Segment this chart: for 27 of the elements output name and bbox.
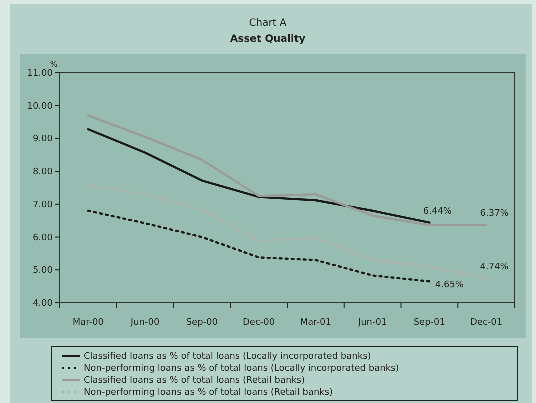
data-label: 6.44% [423, 206, 452, 217]
chart-title: Chart A [249, 18, 287, 29]
y-tick-label: 9.00 [32, 134, 54, 145]
legend-label: Non-performing loans as % of total loans (Locally incorporated banks) [84, 364, 400, 374]
x-tick-label: Dec-01 [470, 318, 503, 328]
x-tick-label: Jun-01 [357, 318, 388, 328]
y-tick-label: 8.00 [32, 168, 54, 178]
legend-label: Classified loans as % of total loans (Retail banks) [84, 376, 306, 386]
legend-label: Non-performing loans as % of total loans (Retail banks) [84, 388, 334, 398]
y-tick-label: 6.00 [32, 233, 54, 244]
y-tick-label: 5.00 [32, 266, 54, 276]
y-tick-label: 11.00 [27, 69, 54, 79]
x-tick-label: Sep-00 [186, 318, 218, 328]
x-tick-label: Jun-00 [130, 318, 160, 328]
x-tick-label: Sep-01 [414, 318, 446, 328]
x-tick-label: Dec-00 [243, 318, 276, 328]
y-tick-label: 7.00 [32, 200, 54, 210]
y-tick-label: 10.00 [27, 102, 54, 112]
x-tick-label: Mar-00 [72, 318, 104, 328]
x-tick-label: Mar-01 [300, 318, 332, 328]
y-axis-title: % [50, 60, 58, 69]
legend-label: Classified loans as % of total loans (Locally incorporated banks) [84, 352, 372, 362]
data-label: 4.74% [480, 262, 510, 273]
chart-subtitle: Asset Quality [230, 34, 306, 45]
y-tick-label: 4.00 [32, 299, 54, 309]
data-label: 4.65% [435, 280, 464, 291]
data-label: 6.37% [480, 209, 510, 220]
